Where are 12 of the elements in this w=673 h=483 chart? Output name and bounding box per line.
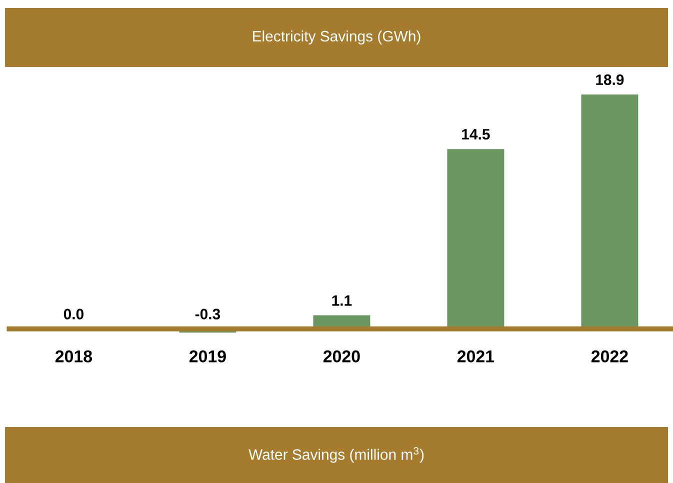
data-label: 14.5 (462, 129, 490, 140)
text: Water Savings (million m$^{3}$) (248, 447, 424, 463)
x-tick-label: 2021 (457, 350, 494, 362)
chart-title: Electricity Savings (GWh) (253, 30, 420, 44)
data-label: 1.1 (332, 295, 352, 306)
x-tick-label: 2020 (323, 350, 360, 362)
x-tick-label: 2018 (55, 350, 92, 362)
data-label: -0.3 (195, 308, 220, 320)
data-label: 0.0 (64, 308, 84, 320)
data-label: 18.9 (596, 74, 624, 85)
x-tick-label: 2022 (591, 350, 628, 362)
x-tick-label: 2019 (189, 350, 226, 362)
